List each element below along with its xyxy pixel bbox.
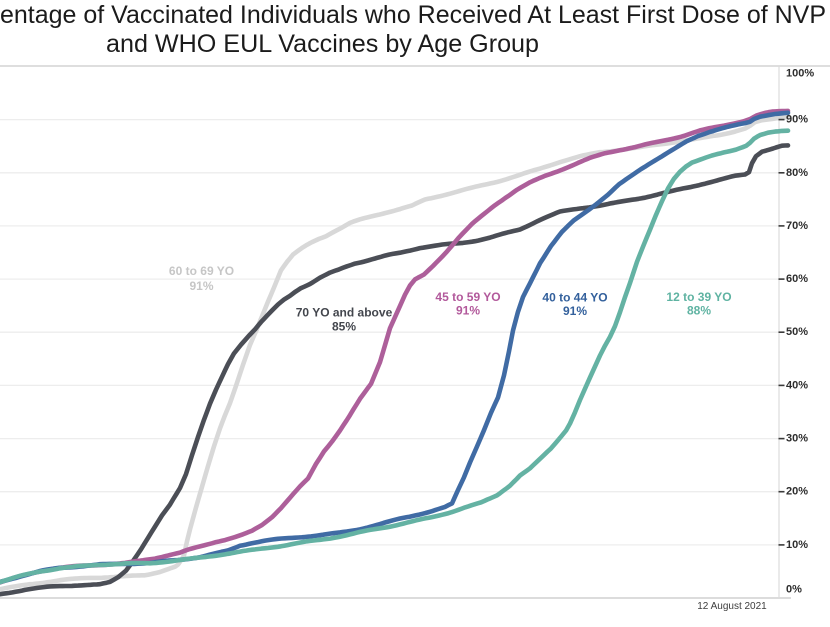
svg-text:40 to 44 YO: 40 to 44 YO <box>542 291 607 305</box>
svg-text:60 to 69 YO: 60 to 69 YO <box>169 264 234 278</box>
svg-text:50%: 50% <box>786 326 808 338</box>
svg-text:30%: 30% <box>786 433 808 445</box>
svg-text:90%: 90% <box>786 114 808 126</box>
svg-text:40%: 40% <box>786 379 808 391</box>
svg-text:12 August 2021: 12 August 2021 <box>697 601 767 612</box>
svg-text:88%: 88% <box>687 304 711 318</box>
svg-text:91%: 91% <box>563 304 587 318</box>
svg-text:0%: 0% <box>786 584 802 596</box>
svg-text:91%: 91% <box>456 304 480 318</box>
svg-text:80%: 80% <box>786 167 808 179</box>
svg-text:and WHO EUL Vaccines by Age Gr: and WHO EUL Vaccines by Age Group <box>106 30 539 58</box>
svg-text:70%: 70% <box>786 220 808 232</box>
svg-text:20%: 20% <box>786 486 808 498</box>
svg-text:91%: 91% <box>189 279 213 293</box>
svg-text:85%: 85% <box>332 320 356 334</box>
svg-text:100%: 100% <box>786 68 814 80</box>
svg-text:70 YO and above: 70 YO and above <box>296 306 393 320</box>
svg-text:12 to 39 YO: 12 to 39 YO <box>666 290 731 304</box>
svg-text:45 to 59 YO: 45 to 59 YO <box>435 290 500 304</box>
svg-text:60%: 60% <box>786 273 808 285</box>
svg-text:10%: 10% <box>786 539 808 551</box>
svg-text:entage of Vaccinated Individua: entage of Vaccinated Individuals who Rec… <box>0 1 826 29</box>
